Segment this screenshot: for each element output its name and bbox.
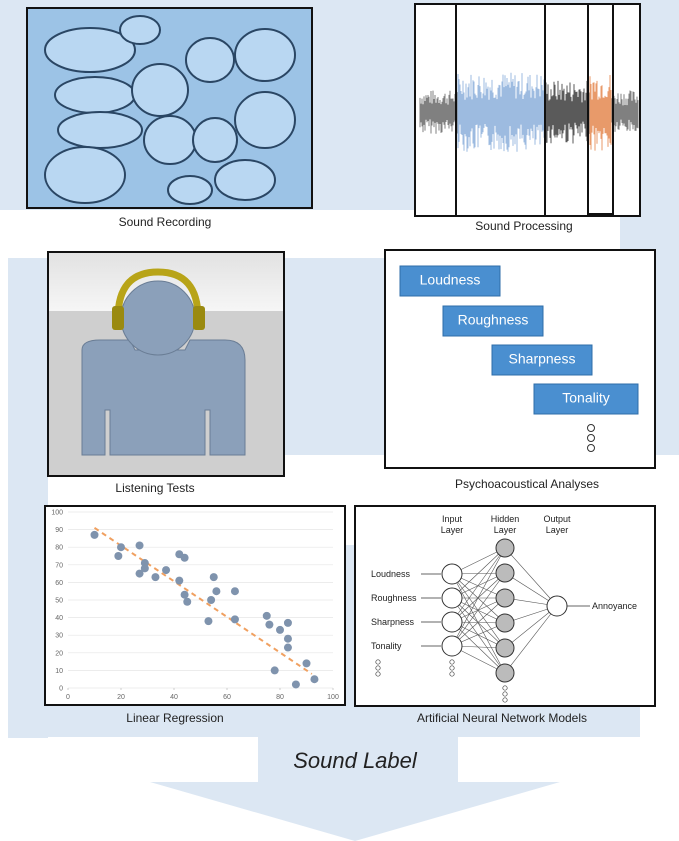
scatter-point — [207, 596, 215, 604]
y-tick-label: 10 — [55, 668, 63, 675]
hidden-node — [496, 589, 514, 607]
scatter-point — [183, 598, 191, 606]
y-tick-label: 100 — [51, 510, 63, 517]
y-tick-label: 80 — [55, 545, 63, 552]
caption: Sound Recording — [119, 215, 212, 229]
layer-label: Hidden — [491, 514, 520, 524]
input-label: Sharpness — [371, 617, 415, 627]
scatter-point — [284, 619, 292, 627]
scatter-point — [212, 587, 220, 595]
scatter-point — [204, 617, 212, 625]
layer-label: Layer — [494, 525, 517, 535]
y-tick-label: 70 — [55, 562, 63, 569]
parameter-label: Sharpness — [509, 351, 576, 367]
scatter-point — [231, 587, 239, 595]
y-tick-label: 90 — [55, 527, 63, 534]
scatter-point — [175, 577, 183, 585]
output-node — [547, 596, 567, 616]
scatter-point — [303, 659, 311, 667]
scatter-point — [231, 615, 239, 623]
caption: Linear Regression — [126, 711, 223, 725]
x-tick-label: 20 — [117, 694, 125, 701]
recording-image — [27, 8, 312, 208]
hidden-node — [496, 664, 514, 682]
x-tick-label: 80 — [276, 694, 284, 701]
y-tick-label: 30 — [55, 633, 63, 640]
parameter-label: Roughness — [458, 312, 529, 328]
hidden-node — [496, 614, 514, 632]
sound-label: Sound Label — [293, 748, 418, 773]
scatter-point — [117, 543, 125, 551]
scatter-point — [310, 675, 318, 683]
listening-image — [48, 252, 284, 476]
input-node — [442, 564, 462, 584]
scatter-point — [114, 552, 122, 560]
scatter-point — [284, 644, 292, 652]
hidden-node — [496, 639, 514, 657]
layer-label: Layer — [546, 525, 569, 535]
input-label: Loudness — [371, 569, 411, 579]
scatter-point — [210, 573, 218, 581]
input-node — [442, 612, 462, 632]
scatter-point — [136, 541, 144, 549]
caption: Psychoacoustical Analyses — [455, 477, 599, 491]
scatter-point — [265, 621, 273, 629]
x-tick-label: 60 — [223, 694, 231, 701]
scatter-point — [181, 554, 189, 562]
input-label: Roughness — [371, 593, 417, 603]
x-tick-label: 40 — [170, 694, 178, 701]
scatter-point — [276, 626, 284, 634]
scatter-point — [181, 591, 189, 599]
y-tick-label: 50 — [55, 598, 63, 605]
y-tick-label: 60 — [55, 580, 63, 587]
layer-label: Output — [543, 514, 571, 524]
parameter-label: Tonality — [562, 390, 609, 406]
caption: Listening Tests — [115, 481, 194, 495]
y-tick-label: 0 — [59, 686, 63, 693]
scatter-point — [263, 612, 271, 620]
scatter-point — [162, 566, 170, 574]
layer-label: Input — [442, 514, 463, 524]
regression-frame — [45, 506, 345, 705]
input-node — [442, 636, 462, 656]
x-tick-label: 100 — [327, 694, 339, 701]
scatter-point — [151, 573, 159, 581]
hidden-node — [496, 564, 514, 582]
scatter-point — [91, 531, 99, 539]
input-node — [442, 588, 462, 608]
scatter-point — [292, 680, 300, 688]
figure: Sound Recording Sound Processing Listeni… — [0, 0, 679, 841]
y-tick-label: 40 — [55, 615, 63, 622]
scatter-point — [271, 666, 279, 674]
input-label: Tonality — [371, 641, 402, 651]
scatter-point — [284, 635, 292, 643]
caption: Sound Processing — [475, 219, 572, 233]
y-tick-label: 20 — [55, 650, 63, 657]
layer-label: Layer — [441, 525, 464, 535]
hidden-node — [496, 539, 514, 557]
output-label: Annoyance — [592, 601, 637, 611]
x-tick-label: 0 — [66, 694, 70, 701]
caption: Artificial Neural Network Models — [417, 711, 587, 725]
parameter-label: Loudness — [420, 272, 481, 288]
scatter-point — [141, 564, 149, 572]
